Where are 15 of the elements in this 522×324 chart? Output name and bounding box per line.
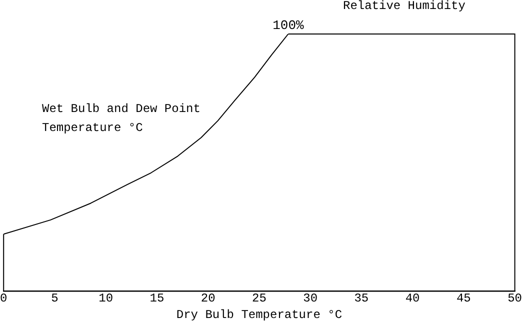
x-tick-label: 50	[508, 292, 522, 306]
annotation: 100%	[272, 18, 304, 33]
x-tick-label: 10	[98, 292, 114, 306]
x-tick-label: 35	[354, 292, 369, 306]
x-tick-label: 0	[0, 292, 8, 306]
x-tick-label: 25	[252, 292, 266, 306]
chart-title: Relative Humidity	[342, 0, 466, 14]
x-axis-title: Dry Bulb Temperature °C	[176, 308, 342, 322]
x-tick-label: 5	[51, 292, 58, 306]
x-tick-label: 15	[150, 292, 164, 306]
annotation: Wet Bulb and Dew Point Temperature °C	[42, 102, 200, 136]
x-tick-label: 45	[456, 292, 471, 306]
x-tick-label: 30	[303, 292, 318, 306]
x-tick-label: 40	[405, 292, 420, 306]
x-tick-label: 20	[200, 292, 216, 306]
